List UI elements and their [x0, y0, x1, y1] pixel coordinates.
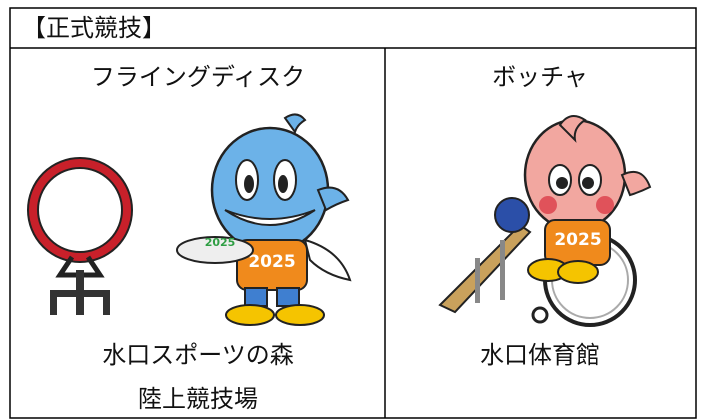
disc-text: 2025 [205, 236, 236, 249]
venue: 陸上競技場 [138, 385, 258, 413]
mascot-blue: 2025 2025 [176, 113, 352, 326]
mascot-shirt-text: 2025 [248, 252, 295, 272]
venue: 水口スポーツの森 [102, 341, 294, 369]
table-border [9, 7, 697, 419]
event-name: ボッチャ [492, 63, 588, 91]
disc-target [27, 157, 133, 315]
mascot-shirt-text: 2025 [554, 230, 601, 250]
mascot-pink: 2025 [438, 115, 652, 327]
venue: 水口体育館 [480, 341, 600, 369]
header-title: 【正式競技】 [22, 14, 166, 42]
event-name: フライングディスク [91, 63, 305, 91]
